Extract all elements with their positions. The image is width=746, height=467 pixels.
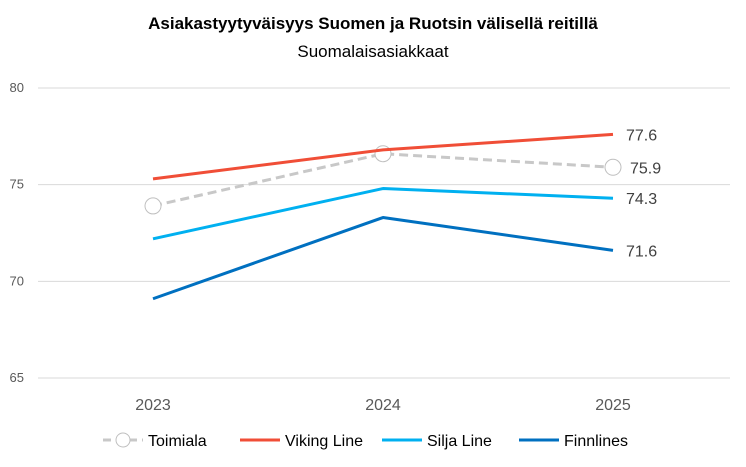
legend-label: Viking Line: [285, 433, 363, 450]
series-line-toimiala: [152, 152, 614, 208]
x-tick-label: 2025: [595, 397, 631, 414]
legend-label: Toimiala: [148, 433, 207, 450]
data-label: 77.6: [626, 127, 657, 144]
y-tick-label: 65: [10, 370, 24, 385]
series-line-viking-line: [152, 132, 614, 181]
chart-subtitle: Suomalaisasiakkaat: [297, 42, 449, 61]
legend-label: Silja Line: [427, 433, 492, 450]
y-tick-label: 80: [10, 80, 24, 95]
y-tick-label: 75: [10, 177, 24, 192]
data-label: 71.6: [626, 243, 657, 260]
legend-marker: [115, 432, 131, 448]
x-tick-label: 2024: [365, 397, 401, 414]
x-tick-label: 2023: [135, 397, 171, 414]
data-label: 75.9: [630, 160, 661, 177]
series-line-finnlines: [152, 216, 614, 301]
data-point-marker: [604, 158, 622, 176]
series-line-silja-line: [152, 187, 614, 241]
data-label: 74.3: [626, 191, 657, 208]
legend-label: Finnlines: [564, 433, 628, 450]
data-point-marker: [144, 197, 162, 215]
y-tick-label: 70: [10, 273, 24, 288]
chart-title: Asiakastyytyväisyys Suomen ja Ruotsin vä…: [148, 14, 598, 33]
